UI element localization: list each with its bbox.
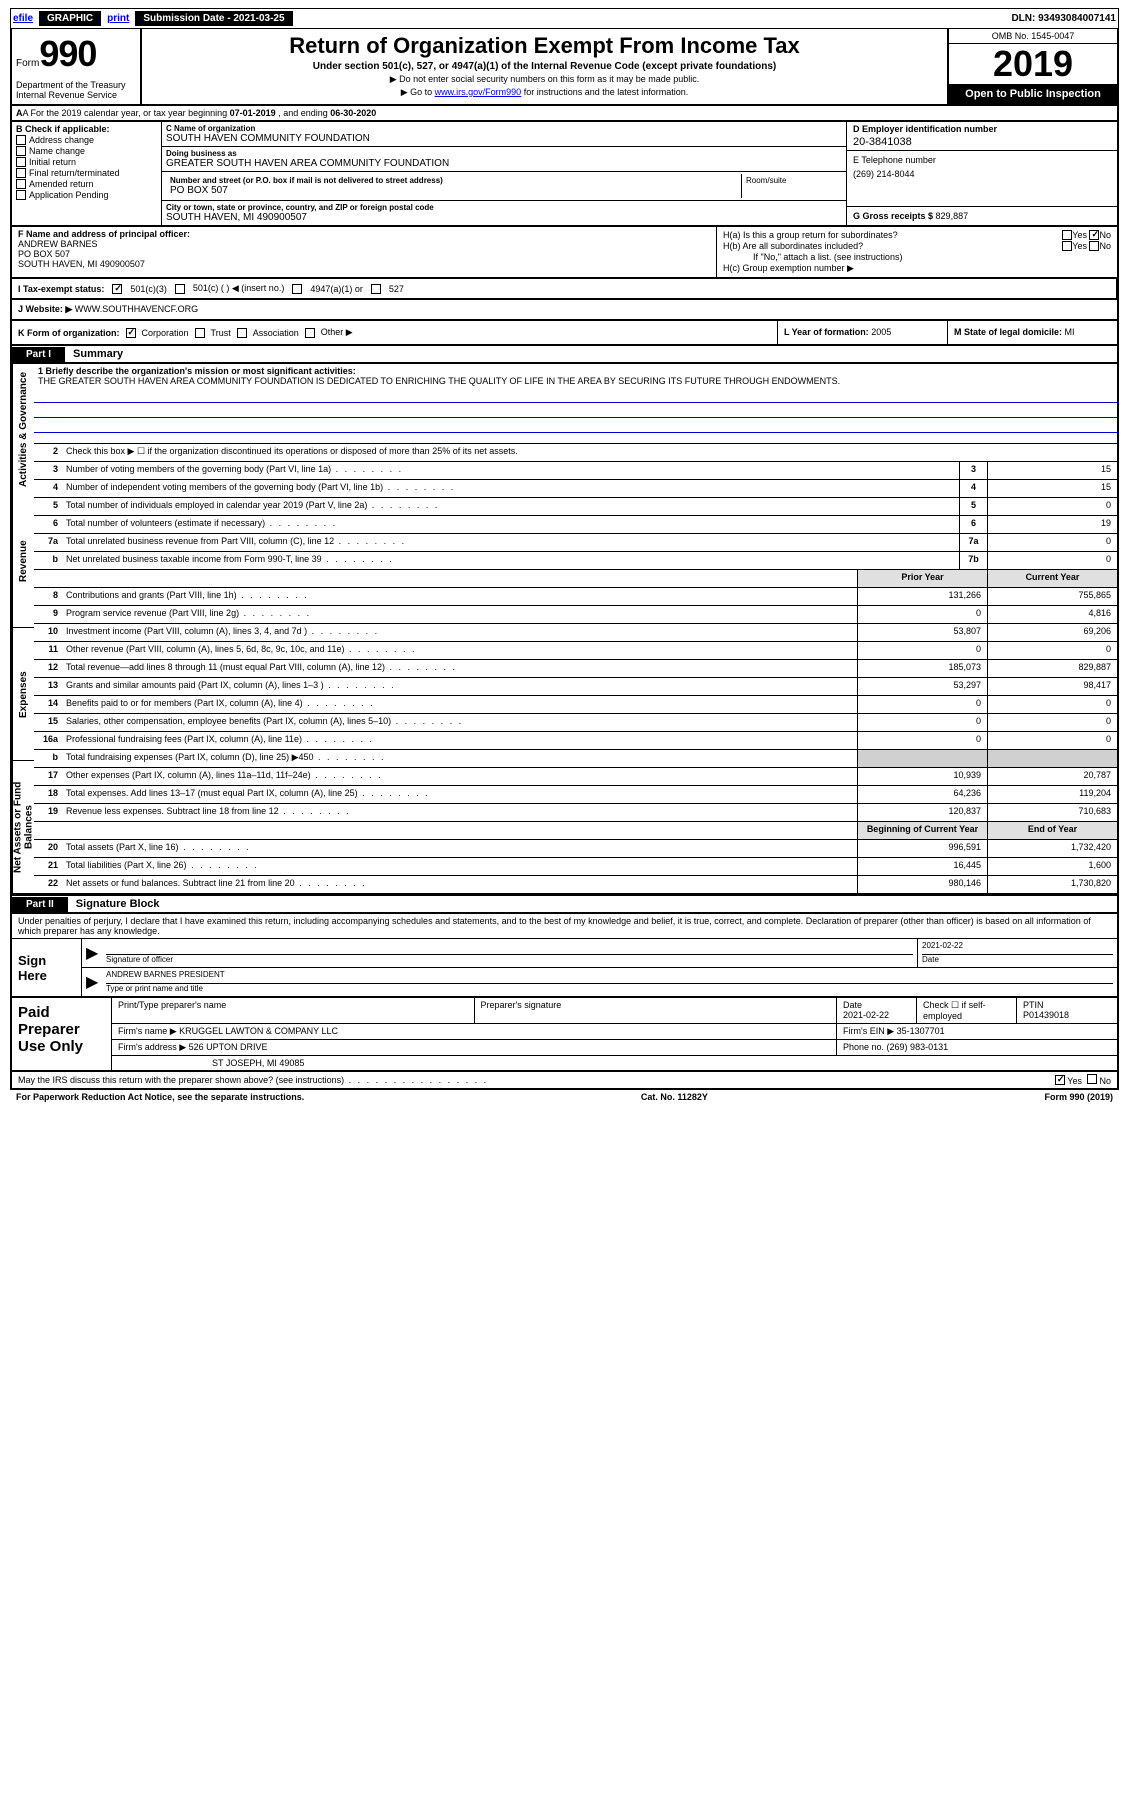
501c3-check[interactable]	[112, 284, 122, 294]
block-bcde: B Check if applicable: Address change Na…	[10, 122, 1119, 227]
check-name[interactable]	[16, 146, 26, 156]
part2-header: Part II Signature Block	[10, 896, 1119, 914]
ptin: P01439018	[1023, 1010, 1069, 1020]
table-row: 21Total liabilities (Part X, line 26)16,…	[34, 858, 1117, 876]
form-id: Form 990	[16, 33, 136, 75]
corp-check[interactable]	[126, 328, 136, 338]
form-header: Form 990 Department of the Treasury Inte…	[10, 29, 1119, 106]
dln: DLN: 93493084007141	[1011, 13, 1116, 24]
gross-receipts: 829,887	[936, 211, 969, 221]
irs-link[interactable]: www.irs.gov/Form990	[435, 87, 522, 97]
check-amended[interactable]	[16, 179, 26, 189]
dept-treasury: Department of the Treasury Internal Reve…	[16, 80, 136, 100]
graphic-btn[interactable]: GRAPHIC	[39, 11, 101, 26]
discuss-no[interactable]	[1087, 1074, 1097, 1084]
box-f: F Name and address of principal officer:…	[12, 227, 717, 277]
efile-bar: efile GRAPHIC print Submission Date - 20…	[10, 8, 1119, 29]
other-check[interactable]	[305, 328, 315, 338]
block-ij: I Tax-exempt status: 501(c)(3) 501(c) ( …	[10, 279, 1119, 300]
firm-name: KRUGGEL LAWTON & COMPANY LLC	[179, 1026, 338, 1036]
street: PO BOX 507	[170, 185, 737, 196]
sig-arrow-icon: ▶	[82, 968, 102, 996]
signature-block: Under penalties of perjury, I declare th…	[10, 914, 1119, 998]
table-row: 13Grants and similar amounts paid (Part …	[34, 678, 1117, 696]
check-initial[interactable]	[16, 157, 26, 167]
page-footer: For Paperwork Reduction Act Notice, see …	[10, 1090, 1119, 1104]
table-row: 3Number of voting members of the governi…	[34, 462, 1117, 480]
box-de: D Employer identification number20-38410…	[847, 122, 1117, 225]
box-i: I Tax-exempt status: 501(c)(3) 501(c) ( …	[12, 279, 1117, 298]
print-link[interactable]: print	[107, 13, 129, 24]
table-row: 4Number of independent voting members of…	[34, 480, 1117, 498]
table-row: 11Other revenue (Part VIII, column (A), …	[34, 642, 1117, 660]
table-row: 20Total assets (Part X, line 16)996,5911…	[34, 840, 1117, 858]
table-row: bTotal fundraising expenses (Part IX, co…	[34, 750, 1117, 768]
efile-link[interactable]: efile	[13, 13, 33, 24]
check-address[interactable]	[16, 135, 26, 145]
table-row: 12Total revenue—add lines 8 through 11 (…	[34, 660, 1117, 678]
sig-arrow-icon: ▶	[82, 939, 102, 967]
table-row: 9Program service revenue (Part VIII, lin…	[34, 606, 1117, 624]
table-row: 16aProfessional fundraising fees (Part I…	[34, 732, 1117, 750]
527-check[interactable]	[371, 284, 381, 294]
box-l: L Year of formation: 2005	[777, 321, 947, 344]
mission-text: THE GREATER SOUTH HAVEN AREA COMMUNITY F…	[38, 376, 840, 386]
table-row: 10Investment income (Part VIII, column (…	[34, 624, 1117, 642]
ein: 20-3841038	[853, 136, 1111, 148]
phone: (269) 214-8044	[853, 169, 1111, 179]
table-row: 5Total number of individuals employed in…	[34, 498, 1117, 516]
irs-discuss-row: May the IRS discuss this return with the…	[10, 1072, 1119, 1090]
assoc-check[interactable]	[237, 328, 247, 338]
form-subtitle: Under section 501(c), 527, or 4947(a)(1)…	[150, 61, 939, 72]
submission-btn: Submission Date - 2021-03-25	[135, 11, 292, 26]
city-state-zip: SOUTH HAVEN, MI 490900507	[166, 212, 842, 223]
box-c: C Name of organizationSOUTH HAVEN COMMUN…	[162, 122, 847, 225]
block-fh: F Name and address of principal officer:…	[10, 227, 1119, 279]
firm-ein: 35-1307701	[897, 1026, 945, 1036]
omb-number: OMB No. 1545-0047	[949, 29, 1117, 44]
officer-printed-name: ANDREW BARNES PRESIDENT	[106, 970, 1113, 984]
box-h: H(a) Is this a group return for subordin…	[717, 227, 1117, 277]
instruction-2: ▶ Go to www.irs.gov/Form990 for instruct…	[150, 87, 939, 98]
hb-yes[interactable]	[1062, 241, 1072, 251]
table-row: 19Revenue less expenses. Subtract line 1…	[34, 804, 1117, 822]
box-j: J Website: ▶ WWW.SOUTHHAVENCF.ORG	[10, 300, 1119, 321]
org-name: SOUTH HAVEN COMMUNITY FOUNDATION	[166, 133, 842, 144]
table-row: 6Total number of volunteers (estimate if…	[34, 516, 1117, 534]
table-row: 17Other expenses (Part IX, column (A), l…	[34, 768, 1117, 786]
4947-check[interactable]	[292, 284, 302, 294]
table-row: 22Net assets or fund balances. Subtract …	[34, 876, 1117, 894]
trust-check[interactable]	[195, 328, 205, 338]
tax-year: 2019	[949, 44, 1117, 84]
501c-check[interactable]	[175, 284, 185, 294]
officer-name: ANDREW BARNES	[18, 239, 710, 249]
dba: GREATER SOUTH HAVEN AREA COMMUNITY FOUND…	[166, 158, 842, 169]
table-row: 7aTotal unrelated business revenue from …	[34, 534, 1117, 552]
box-k: K Form of organization: Corporation Trus…	[12, 321, 777, 344]
box-b: B Check if applicable: Address change Na…	[12, 122, 162, 225]
block-klm: K Form of organization: Corporation Trus…	[10, 321, 1119, 346]
sidebar-labels: Net Assets or Fund Balances Expenses Rev…	[12, 364, 34, 894]
table-row: 18Total expenses. Add lines 13–17 (must …	[34, 786, 1117, 804]
firm-phone: (269) 983-0131	[887, 1042, 949, 1052]
website: WWW.SOUTHHAVENCF.ORG	[75, 304, 198, 314]
line-a: AA For the 2019 calendar year, or tax ye…	[10, 106, 1119, 122]
table-row: 8Contributions and grants (Part VIII, li…	[34, 588, 1117, 606]
table-row: bNet unrelated business taxable income f…	[34, 552, 1117, 570]
ha-no[interactable]	[1089, 230, 1099, 240]
form-title: Return of Organization Exempt From Incom…	[150, 33, 939, 59]
box-m: M State of legal domicile: MI	[947, 321, 1117, 344]
table-row: 15Salaries, other compensation, employee…	[34, 714, 1117, 732]
ha-yes[interactable]	[1062, 230, 1072, 240]
part1-header: Part I Summary	[10, 346, 1119, 364]
check-pending[interactable]	[16, 190, 26, 200]
discuss-yes[interactable]	[1055, 1075, 1065, 1085]
open-public: Open to Public Inspection	[949, 84, 1117, 104]
check-final[interactable]	[16, 168, 26, 178]
instruction-1: ▶ Do not enter social security numbers o…	[150, 74, 939, 85]
preparer-block: Paid Preparer Use Only Print/Type prepar…	[10, 998, 1119, 1072]
summary-section: Net Assets or Fund Balances Expenses Rev…	[10, 364, 1119, 896]
hb-no[interactable]	[1089, 241, 1099, 251]
table-row: 14Benefits paid to or for members (Part …	[34, 696, 1117, 714]
